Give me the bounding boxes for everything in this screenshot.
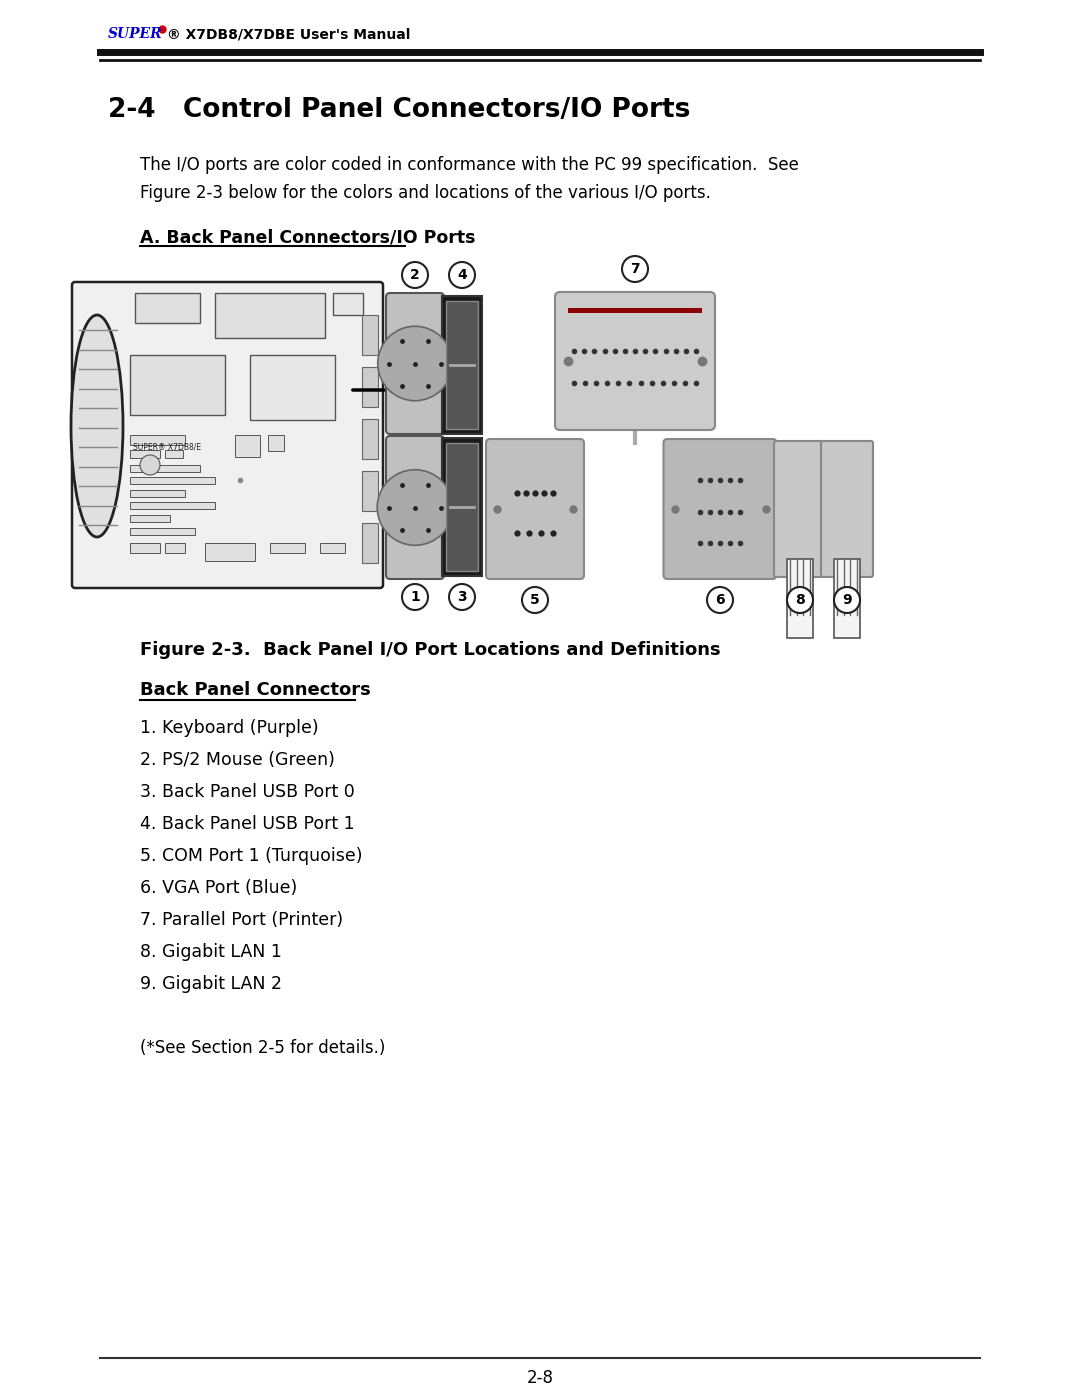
FancyBboxPatch shape <box>386 436 444 578</box>
Circle shape <box>449 263 475 288</box>
Circle shape <box>377 469 453 545</box>
Text: 3: 3 <box>457 590 467 604</box>
Text: 6: 6 <box>715 592 725 608</box>
Text: SUPER: SUPER <box>108 27 163 41</box>
Bar <box>235 434 260 457</box>
Bar <box>362 419 378 460</box>
Text: 1: 1 <box>410 590 420 604</box>
Circle shape <box>834 587 860 613</box>
Circle shape <box>140 455 160 475</box>
Bar <box>130 515 170 522</box>
Bar <box>362 471 378 511</box>
Circle shape <box>402 584 428 610</box>
Text: 5. COM Port 1 (Turquoise): 5. COM Port 1 (Turquoise) <box>140 847 363 865</box>
Bar <box>130 528 195 535</box>
Text: 6. VGA Port (Blue): 6. VGA Port (Blue) <box>140 879 297 897</box>
FancyBboxPatch shape <box>72 282 383 588</box>
Text: 5: 5 <box>530 592 540 608</box>
Bar <box>568 307 702 313</box>
Bar <box>165 450 183 458</box>
Bar <box>165 543 185 553</box>
Circle shape <box>707 587 733 613</box>
Text: 9. Gigabit LAN 2: 9. Gigabit LAN 2 <box>140 975 282 993</box>
Bar <box>135 293 200 323</box>
FancyBboxPatch shape <box>555 292 715 430</box>
Bar <box>130 465 200 472</box>
Text: The I/O ports are color coded in conformance with the PC 99 specification.  See: The I/O ports are color coded in conform… <box>140 156 799 175</box>
Bar <box>130 355 225 415</box>
Circle shape <box>622 256 648 282</box>
Text: Figure 2-3 below for the colors and locations of the various I/O ports.: Figure 2-3 below for the colors and loca… <box>140 184 711 203</box>
Bar <box>362 367 378 407</box>
Bar <box>333 293 363 314</box>
Bar <box>834 559 860 638</box>
Bar <box>215 293 325 338</box>
FancyBboxPatch shape <box>446 300 478 429</box>
Text: 2-4   Control Panel Connectors/IO Ports: 2-4 Control Panel Connectors/IO Ports <box>108 96 690 123</box>
Bar <box>130 543 160 553</box>
Text: 4: 4 <box>457 268 467 282</box>
Bar <box>130 476 215 483</box>
FancyBboxPatch shape <box>446 443 478 571</box>
Circle shape <box>787 587 813 613</box>
Text: 2: 2 <box>410 268 420 282</box>
Bar <box>320 543 345 553</box>
FancyBboxPatch shape <box>386 293 444 434</box>
Bar <box>270 543 305 553</box>
Bar <box>268 434 284 451</box>
Bar <box>362 314 378 355</box>
Circle shape <box>378 327 453 401</box>
Bar <box>787 559 813 638</box>
Bar <box>130 490 185 497</box>
Text: 2-8: 2-8 <box>527 1369 554 1387</box>
FancyBboxPatch shape <box>442 296 482 434</box>
Text: A. Back Panel Connectors/IO Ports: A. Back Panel Connectors/IO Ports <box>140 229 475 247</box>
Text: 3. Back Panel USB Port 0: 3. Back Panel USB Port 0 <box>140 782 354 800</box>
Circle shape <box>402 263 428 288</box>
Bar <box>205 543 255 562</box>
Ellipse shape <box>71 314 123 536</box>
Bar <box>362 522 378 563</box>
Text: 4. Back Panel USB Port 1: 4. Back Panel USB Port 1 <box>140 814 354 833</box>
Text: ® X7DB8/X7DBE User's Manual: ® X7DB8/X7DBE User's Manual <box>167 27 410 41</box>
Circle shape <box>522 587 548 613</box>
Bar <box>130 502 215 509</box>
FancyBboxPatch shape <box>821 441 873 577</box>
Text: Back Panel Connectors: Back Panel Connectors <box>140 680 370 698</box>
Text: 7: 7 <box>631 263 639 277</box>
Bar <box>130 450 160 458</box>
Bar <box>130 434 185 446</box>
FancyBboxPatch shape <box>442 439 482 576</box>
Text: 1. Keyboard (Purple): 1. Keyboard (Purple) <box>140 719 319 738</box>
Circle shape <box>449 584 475 610</box>
Text: Figure 2-3.  Back Panel I/O Port Locations and Definitions: Figure 2-3. Back Panel I/O Port Location… <box>139 641 720 659</box>
FancyBboxPatch shape <box>486 439 584 578</box>
Text: 9: 9 <box>842 592 852 608</box>
Text: (*See Section 2-5 for details.): (*See Section 2-5 for details.) <box>140 1039 386 1058</box>
Text: 8. Gigabit LAN 1: 8. Gigabit LAN 1 <box>140 943 282 961</box>
Text: 2. PS/2 Mouse (Green): 2. PS/2 Mouse (Green) <box>140 752 335 768</box>
Text: 7. Parallel Port (Printer): 7. Parallel Port (Printer) <box>140 911 343 929</box>
FancyBboxPatch shape <box>774 441 826 577</box>
Bar <box>249 355 335 420</box>
Text: SUPER® X7DB8/E: SUPER® X7DB8/E <box>133 443 201 451</box>
FancyBboxPatch shape <box>663 439 777 578</box>
Text: 8: 8 <box>795 592 805 608</box>
